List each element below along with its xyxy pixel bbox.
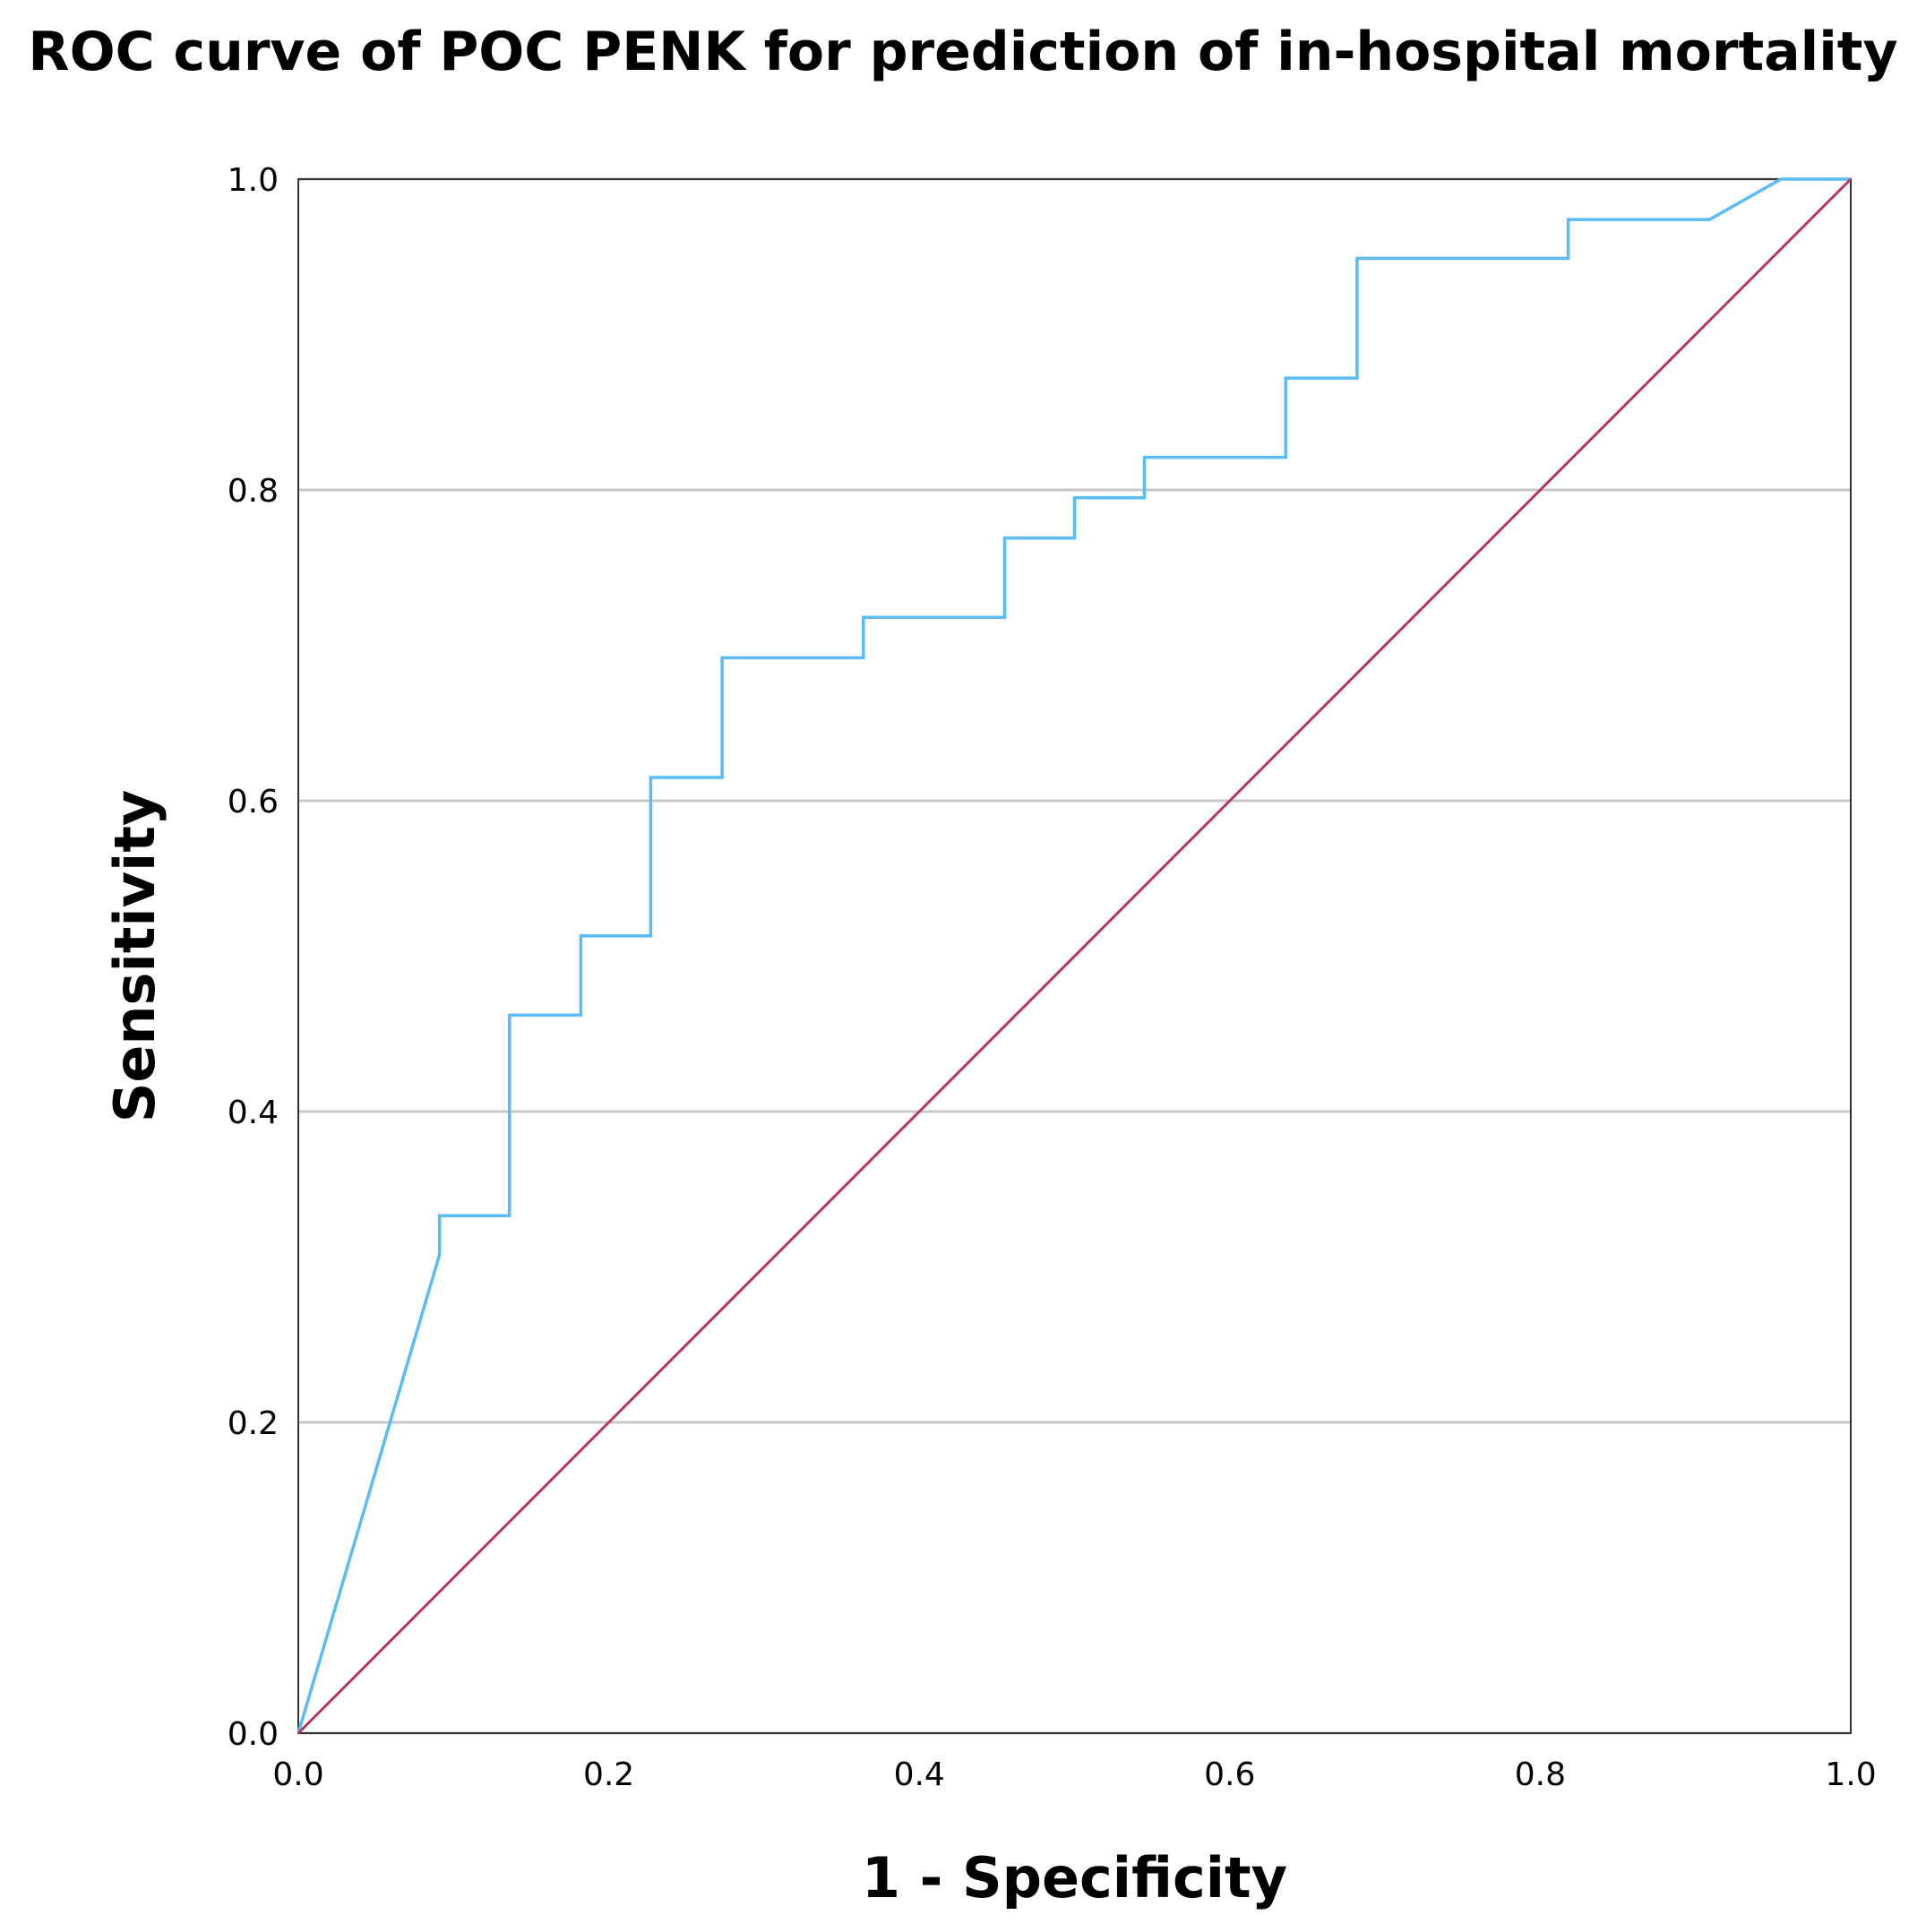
x-tick-label: 0.0 xyxy=(272,1756,323,1793)
x-tick-label: 0.2 xyxy=(583,1756,634,1793)
chart-title: ROC curve of POC PENK for prediction of … xyxy=(28,21,1897,83)
y-tick-label: 0.2 xyxy=(228,1405,279,1442)
y-tick-label: 0.6 xyxy=(228,784,279,820)
x-axis-label: 1 - Specificity xyxy=(862,1845,1287,1911)
roc-curve-line xyxy=(297,177,1851,1734)
y-tick-label: 0.0 xyxy=(228,1716,279,1753)
x-tick-label: 0.6 xyxy=(1204,1756,1255,1793)
y-tick-label: 0.8 xyxy=(228,473,279,510)
x-tick-label: 1.0 xyxy=(1825,1756,1876,1793)
plot-area-frame xyxy=(297,178,1852,1734)
series-layer xyxy=(297,177,1853,1735)
x-tick-label: 0.4 xyxy=(894,1756,945,1793)
y-axis-label: Sensitivity xyxy=(102,790,168,1123)
y-axis-ticks: 0.0 0.2 0.4 0.6 0.8 1.0 xyxy=(228,162,279,1753)
x-axis-ticks: 0.0 0.2 0.4 0.6 0.8 1.0 xyxy=(272,1756,1876,1793)
y-tick-label: 0.4 xyxy=(228,1095,279,1131)
reference-diagonal-line xyxy=(297,177,1853,1735)
y-tick-label: 1.0 xyxy=(228,162,279,199)
x-tick-label: 0.8 xyxy=(1515,1756,1566,1793)
